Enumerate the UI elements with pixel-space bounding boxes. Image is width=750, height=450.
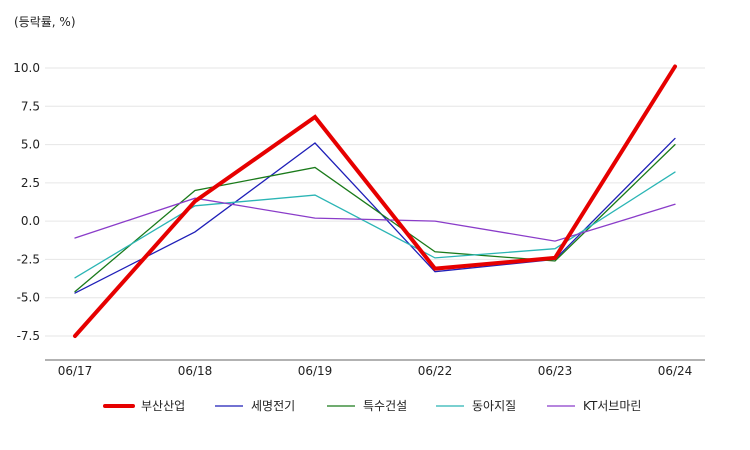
legend-label: 특수건설 bbox=[363, 399, 407, 413]
unit-label: (등락률, %) bbox=[14, 15, 76, 29]
y-tick-label: 10.0 bbox=[13, 61, 40, 75]
y-axis-ticks: 10.0 7.5 5.0 2.5 0.0 -2.5 -5.0 -7.5 bbox=[13, 61, 40, 343]
legend: 부산산업 세명전기 특수건설 동아지질 KT서브마린 bbox=[103, 399, 641, 413]
y-tick-label: 7.5 bbox=[21, 99, 40, 113]
y-tick-label: -2.5 bbox=[17, 252, 40, 266]
series-line-1 bbox=[74, 137, 676, 294]
series-line-4 bbox=[74, 197, 676, 242]
series-line-3 bbox=[74, 171, 676, 279]
series-line-0 bbox=[73, 64, 677, 338]
series-lines bbox=[73, 64, 677, 338]
y-tick-label: 0.0 bbox=[21, 214, 40, 228]
legend-label: 세명전기 bbox=[251, 399, 295, 413]
x-tick-label: 06/17 bbox=[58, 364, 93, 378]
x-tick-label: 06/18 bbox=[178, 364, 213, 378]
y-tick-label: 2.5 bbox=[21, 176, 40, 190]
series-line-2 bbox=[74, 143, 676, 293]
y-tick-label: -5.0 bbox=[17, 291, 40, 305]
legend-label: 부산산업 bbox=[141, 399, 185, 413]
x-axis-ticks: 06/17 06/18 06/19 06/22 06/23 06/24 bbox=[58, 364, 693, 378]
legend-label: KT서브마린 bbox=[583, 399, 641, 413]
legend-label: 동아지질 bbox=[472, 399, 516, 413]
x-tick-label: 06/19 bbox=[298, 364, 333, 378]
x-tick-label: 06/22 bbox=[418, 364, 453, 378]
x-tick-label: 06/24 bbox=[658, 364, 693, 378]
x-tick-label: 06/23 bbox=[538, 364, 573, 378]
y-tick-label: 5.0 bbox=[21, 138, 40, 152]
grid bbox=[45, 67, 705, 337]
y-tick-label: -7.5 bbox=[17, 329, 40, 343]
